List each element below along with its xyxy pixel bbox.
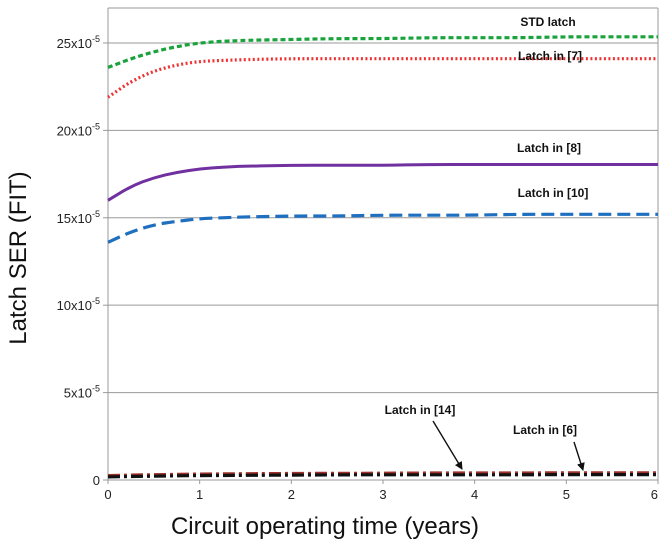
label-latch-in-8: Latch in [8] bbox=[517, 141, 581, 155]
label-std-latch: STD latch bbox=[520, 15, 575, 29]
y-tick-label-3: 15x10-5 bbox=[57, 209, 100, 226]
series-labels: STD latch Latch in [7] Latch in [8] Latch i… bbox=[385, 15, 589, 437]
x-tick-label-3: 3 bbox=[379, 487, 386, 502]
arrow-latch-6 bbox=[573, 441, 585, 471]
series-lines bbox=[107, 35, 658, 479]
y-tick-label-5: 25x10-5 bbox=[57, 34, 100, 51]
x-axis-ticks: 0 1 2 3 4 5 6 bbox=[104, 487, 658, 502]
series-line-latch-in-6 bbox=[107, 473, 658, 479]
arrow-latch-14 bbox=[432, 420, 463, 470]
annotation-arrows bbox=[432, 420, 585, 471]
y-tick-label-2: 10x10-5 bbox=[57, 296, 100, 313]
x-tick-label-4: 4 bbox=[471, 487, 478, 502]
x-tick-label-0: 0 bbox=[104, 487, 111, 502]
series-line-std-latch bbox=[107, 35, 658, 69]
label-latch-in-14: Latch in [14] bbox=[385, 403, 456, 417]
x-tick-label-5: 5 bbox=[563, 487, 570, 502]
y-axis-ticks: 0 5x10-5 10x10-5 15x10-5 20x10-5 25x10-5 bbox=[57, 34, 100, 488]
x-tick-label-6: 6 bbox=[651, 487, 658, 502]
series-line-latch-in-10 bbox=[107, 212, 658, 244]
series-line-latch-in-8 bbox=[107, 163, 658, 202]
x-tick-label-1: 1 bbox=[196, 487, 203, 502]
y-axis-title: Latch SER (FIT) bbox=[5, 171, 32, 344]
label-latch-in-6: Latch in [6] bbox=[513, 423, 577, 437]
label-latch-in-7: Latch in [7] bbox=[518, 49, 582, 63]
gridlines bbox=[103, 7, 659, 484]
series-line-latch-in-7 bbox=[107, 57, 658, 99]
label-latch-in-10: Latch in [10] bbox=[518, 186, 589, 200]
x-tick-label-2: 2 bbox=[288, 487, 295, 502]
x-axis-title: Circuit operating time (years) bbox=[171, 513, 479, 540]
y-tick-label-4: 20x10-5 bbox=[57, 121, 100, 138]
y-tick-label-0: 0 bbox=[93, 473, 100, 488]
y-tick-label-1: 5x10-5 bbox=[64, 384, 100, 401]
